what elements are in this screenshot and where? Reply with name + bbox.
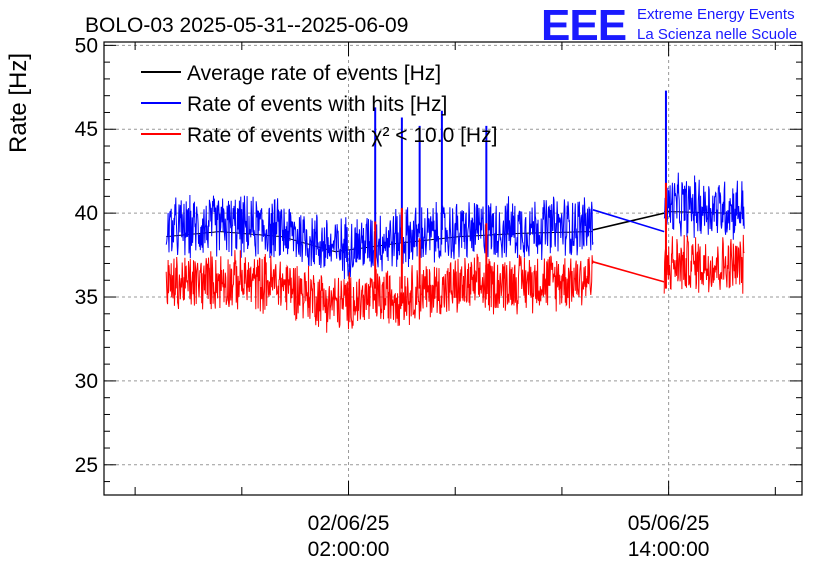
- y-tick-label: 40: [75, 202, 98, 225]
- series-line: [592, 261, 665, 283]
- y-axis-label: Rate [Hz]: [5, 53, 32, 153]
- y-tick-label: 30: [75, 370, 98, 393]
- x-tick-label-time: 14:00:00: [628, 538, 710, 561]
- series-line: [663, 172, 745, 240]
- y-tick-label: 35: [75, 286, 98, 309]
- series-line: [165, 250, 594, 333]
- series-line: [592, 209, 665, 233]
- x-tick-label-date: 02/06/25: [308, 512, 390, 535]
- logo-mark: EEE: [541, 1, 626, 50]
- series-line: [663, 234, 745, 294]
- series-group: [165, 90, 745, 333]
- series-line: [165, 194, 594, 280]
- legend-label: Average rate of events [Hz]: [187, 62, 441, 85]
- legend: Average rate of events [Hz] Rate of event…: [141, 62, 497, 147]
- x-tick-label-time: 02:00:00: [308, 538, 390, 561]
- logo-line1: Extreme Energy Events: [637, 6, 795, 23]
- axes: 25 30 35 40 45 50 02/06/25 02:00:00 05/06/25 14:0…: [75, 34, 803, 561]
- y-tick-label: 50: [75, 34, 98, 57]
- x-tick-label-date: 05/06/25: [628, 512, 710, 535]
- chart-title: BOLO-03 2025-05-31--2025-06-09: [85, 14, 408, 37]
- logo-line2: La Scienza nelle Scuole: [637, 26, 797, 43]
- legend-label: Rate of events with hits [Hz]: [187, 93, 447, 116]
- legend-label: Rate of events with χ² < 10.0 [Hz]: [187, 124, 497, 147]
- y-tick-label: 25: [75, 454, 98, 477]
- plot-frame: [103, 41, 803, 496]
- eee-logo: EEE Extreme Energy Events La Scienza nel…: [541, 1, 797, 50]
- y-tick-label: 45: [75, 118, 98, 141]
- plot-area: [165, 90, 745, 333]
